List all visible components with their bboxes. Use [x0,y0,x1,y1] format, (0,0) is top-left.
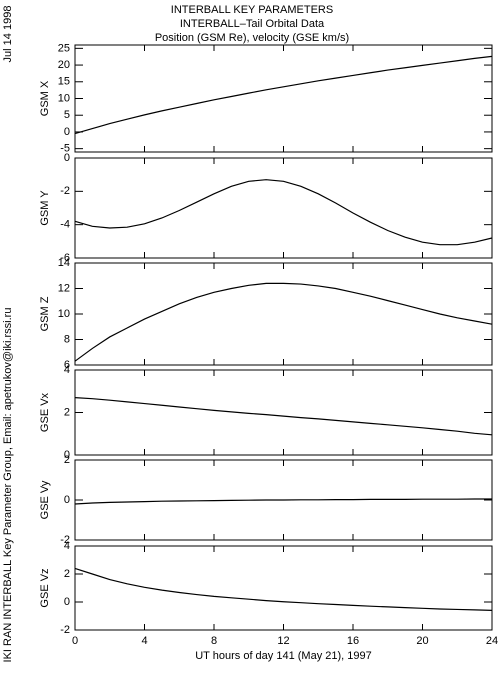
title-line: Position (GSM Re), velocity (GSE km/s) [155,32,349,44]
y-tick-label: 2 [64,454,70,466]
panel-frame [74,369,493,456]
x-tick-label: 8 [211,635,217,647]
data-line [74,55,493,135]
panel-frame [74,44,493,153]
y-tick-label: 12 [58,282,70,294]
y-tick-label: 15 [58,76,70,88]
y-tick-label: -5 [60,143,70,155]
date-stamp: Jul 14 1998 [2,6,14,63]
y-tick-label: 25 [58,42,70,54]
x-tick-label: 12 [277,635,289,647]
credit: IKI RAN INTERBALL Key Parameter Group, E… [2,308,14,663]
y-tick-label: 0 [64,152,70,164]
x-tick-label: 16 [347,635,359,647]
x-tick-label: 4 [141,635,147,647]
y-tick-label: 4 [64,364,70,376]
title-line: INTERBALL–Tail Orbital Data [180,18,325,30]
y-tick-label: 14 [58,257,70,269]
y-tick-label: 0 [64,126,70,138]
y-tick-label: 6 [64,359,70,371]
y-tick-label: 0 [64,449,70,461]
x-tick-label: 24 [486,635,498,647]
y-tick-label: -2 [60,534,70,546]
title-line: INTERBALL KEY PARAMETERS [171,4,333,16]
y-axis-label: GSM X [39,80,51,116]
y-tick-label: -6 [60,252,70,264]
x-tick-label: 20 [416,635,428,647]
y-axis-label: GSM Y [39,190,51,226]
data-line [74,282,493,362]
y-axis-label: GSM Z [39,296,51,331]
y-tick-label: -2 [60,185,70,197]
y-tick-label: 8 [64,333,70,345]
y-tick-label: 4 [64,540,70,552]
y-tick-label: 5 [64,109,70,121]
data-line [74,397,493,436]
data-line [74,498,492,505]
data-line [74,179,493,246]
y-tick-label: 10 [58,92,70,104]
y-tick-label: 2 [64,568,70,580]
y-tick-label: 0 [64,494,70,506]
x-axis-label: UT hours of day 141 (May 21), 1997 [195,650,372,662]
y-axis-label: GSE Vz [39,568,51,607]
data-line [74,567,493,611]
y-tick-label: 10 [58,308,70,320]
x-tick-label: 0 [72,635,78,647]
y-tick-label: 20 [58,59,70,71]
y-tick-label: -2 [60,624,70,636]
y-axis-label: GSE Vy [39,480,51,519]
y-tick-label: 0 [64,596,70,608]
y-axis-label: GSE Vx [39,392,51,432]
panel-frame [74,545,493,631]
y-tick-label: -4 [60,219,70,231]
panel-frame [74,262,493,366]
y-tick-label: 2 [64,406,70,418]
